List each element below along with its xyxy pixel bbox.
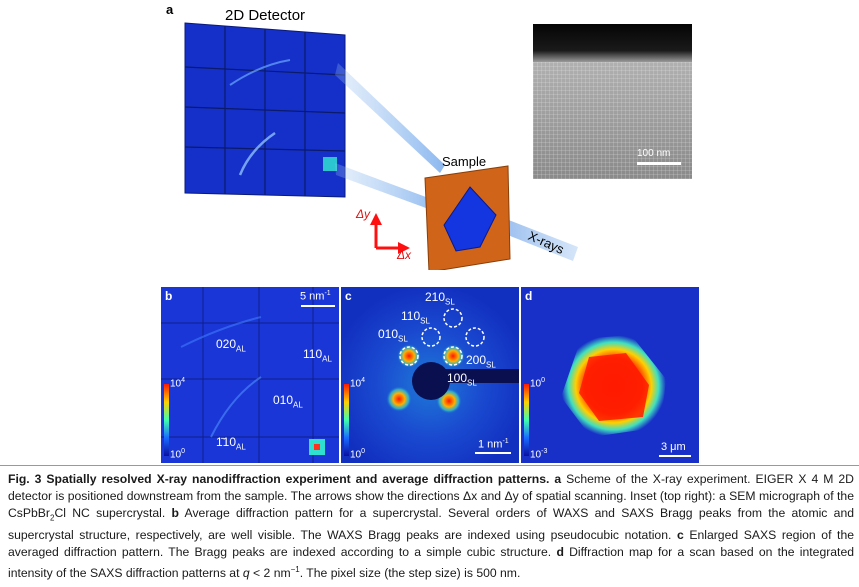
peak-010al: 010AL (273, 393, 303, 410)
panel-b-pattern (161, 287, 339, 463)
panel-d: d 3 μm 100 10-3 (521, 287, 699, 463)
detector-title: 2D Detector (225, 7, 306, 24)
panel-d-cb-top: 100 (530, 377, 546, 390)
caption-c-letter: c (676, 528, 684, 543)
caption-d-q: q (242, 566, 250, 581)
diffracted-beam-lower (335, 163, 445, 215)
diffracted-beam-upper (335, 63, 445, 173)
panel-d-scale-label: 3 μm (661, 441, 686, 453)
peak-210sl: 210SL (425, 290, 455, 307)
peak-1bar10al: 1̄10AL (216, 435, 246, 452)
experiment-scheme (184, 22, 578, 270)
panel-c-pattern (386, 308, 519, 414)
caption-d-sup: −1 (290, 565, 300, 575)
peak-110sl: 110SL (401, 309, 430, 326)
caption-title: Fig. 3 Spatially resolved X-ray nanodiff… (8, 472, 550, 486)
panel-b-colorbar (164, 384, 169, 456)
panel-c-colorbar (344, 384, 349, 456)
panel-b-cb-top: 104 (170, 377, 186, 390)
caption-a-sub: 2 (50, 513, 55, 523)
dy-label: Δy (356, 207, 371, 221)
caption-c-text: Enlarged SAXS region of the averaged dif… (8, 528, 854, 560)
panel-d-scalebar (659, 455, 691, 457)
caption-d-text2: < 2 nm (249, 566, 291, 581)
peak-200sl: 200SL (466, 353, 496, 370)
panel-b-cb-bottom: 100 (170, 448, 186, 461)
panel-c-scale-label: 1 nm-1 (478, 438, 509, 451)
panel-c-cb-bottom: 100 (350, 448, 366, 461)
panel-d-map (561, 335, 666, 437)
panel-c-label: c (345, 289, 352, 303)
panel-b: b 5 nm-1 020AL 110AL 010AL 1̄10AL 104 10… (161, 287, 339, 463)
panel-c-cb-top: 104 (350, 377, 366, 390)
peak-020al: 020AL (216, 337, 246, 354)
caption-d-text: Diffraction map for a scan based on the … (8, 545, 855, 581)
dx-label: Δx (397, 248, 412, 262)
panel-b-scale-label: 5 nm-1 (300, 290, 331, 303)
inset-scalebar (637, 162, 681, 165)
sample-label: Sample (442, 154, 487, 169)
caption-d-letter: d (556, 545, 564, 560)
peak-110al: 110AL (303, 347, 332, 364)
inset-scale-label: 100 nm (637, 148, 671, 159)
panel-c: c 210SL 110SL 010SL 200SL 100SL 1 nm-1 1… (341, 287, 519, 463)
panel-b-label: b (165, 289, 173, 303)
caption-d-text3: . The pixel size (the step size) is 500 … (299, 566, 521, 581)
panel-b-scalebar (301, 305, 335, 307)
peak-010sl: 010SL (378, 327, 408, 344)
panel-d-colorbar (524, 384, 529, 456)
panel-d-cb-bottom: 10-3 (530, 448, 548, 461)
caption-divider (0, 465, 859, 466)
panel-d-label: d (525, 289, 533, 303)
caption-a-text: Scheme of the X-ray experiment. EIGER X … (8, 472, 854, 521)
peak-100sl: 100SL (447, 371, 477, 388)
caption-a-text2: Cl NC supercrystal. (54, 506, 166, 521)
sem-inset: 100 nm (533, 24, 692, 179)
panel-a-label: a (166, 2, 174, 17)
caption-b-letter: b (171, 506, 179, 521)
caption-b-text: Average diffraction pattern for a superc… (8, 506, 855, 543)
figure-caption: Fig. 3 Spatially resolved X-ray nanodiff… (8, 471, 854, 583)
panel-c-scalebar (475, 452, 511, 454)
caption-a-letter: a (554, 472, 562, 486)
supercrystal (443, 186, 497, 252)
